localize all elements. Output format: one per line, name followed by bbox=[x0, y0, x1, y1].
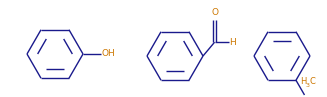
Text: H: H bbox=[301, 77, 307, 86]
Text: H: H bbox=[230, 38, 236, 47]
Text: C: C bbox=[309, 77, 315, 86]
Text: OH: OH bbox=[102, 49, 116, 58]
Text: O: O bbox=[211, 8, 218, 17]
Text: 3: 3 bbox=[305, 83, 309, 88]
